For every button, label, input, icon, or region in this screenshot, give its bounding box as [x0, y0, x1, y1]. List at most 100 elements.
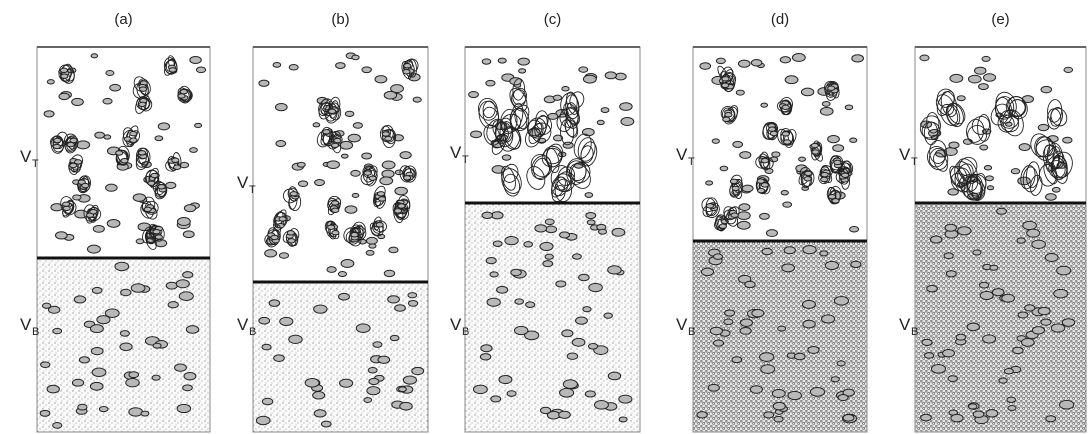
particle — [979, 84, 989, 90]
particle — [313, 123, 320, 127]
particle — [579, 274, 590, 280]
particle — [82, 183, 89, 187]
particle — [799, 157, 806, 161]
particle — [362, 153, 372, 159]
particle — [130, 138, 137, 142]
particle — [388, 296, 400, 303]
particle — [967, 323, 979, 331]
particle — [745, 281, 755, 287]
particle — [375, 76, 387, 83]
particle — [93, 225, 104, 232]
particle — [67, 142, 74, 146]
particle — [572, 338, 585, 346]
zone-label: V — [450, 315, 462, 334]
particle — [821, 177, 828, 181]
particle — [364, 171, 371, 175]
particle — [339, 293, 350, 300]
particle — [837, 361, 845, 366]
particle — [820, 107, 833, 115]
particle — [742, 185, 753, 192]
panel: (c)VTVB — [450, 11, 640, 432]
particle — [110, 84, 121, 91]
particle — [519, 69, 526, 73]
zone-label: V — [237, 173, 249, 192]
particle — [395, 170, 403, 175]
particle — [179, 292, 193, 301]
particle — [487, 298, 500, 306]
particle — [168, 302, 178, 308]
particle — [41, 362, 50, 368]
particle — [725, 310, 735, 316]
particle — [828, 86, 835, 90]
particle — [369, 378, 379, 384]
particle — [1019, 144, 1030, 151]
particle — [144, 207, 151, 211]
particle — [805, 171, 812, 175]
particle — [999, 378, 1007, 383]
particle — [1038, 307, 1050, 314]
particle — [473, 385, 487, 394]
particle — [980, 145, 988, 150]
particle — [288, 239, 295, 243]
particle — [773, 402, 785, 409]
zone-label: V — [450, 143, 462, 162]
particle — [73, 195, 81, 200]
particle — [620, 103, 632, 111]
particle — [586, 212, 596, 218]
particle — [469, 92, 479, 98]
particle — [413, 97, 421, 102]
particle — [845, 105, 853, 110]
particle — [158, 185, 165, 189]
particle — [403, 70, 410, 74]
particle — [190, 148, 198, 153]
top-zone — [253, 47, 428, 282]
particle — [490, 272, 498, 277]
particle — [53, 144, 60, 148]
particle — [722, 83, 729, 87]
particle — [382, 161, 395, 169]
particle — [585, 391, 595, 397]
zone-label: V — [20, 147, 32, 166]
particle — [562, 330, 573, 337]
particle — [1027, 229, 1040, 237]
particle — [408, 293, 417, 298]
particle — [259, 317, 270, 324]
particle — [493, 241, 502, 246]
particle — [739, 204, 750, 211]
particle — [811, 143, 818, 147]
particle — [851, 261, 861, 267]
particle — [140, 87, 147, 91]
particle — [169, 68, 176, 72]
particle — [269, 300, 280, 307]
particle — [1046, 416, 1056, 422]
particle — [313, 392, 325, 399]
particle — [546, 226, 557, 233]
particle — [126, 379, 140, 387]
particle — [951, 414, 963, 422]
particle — [545, 254, 553, 259]
particle — [328, 225, 335, 229]
particle — [553, 95, 561, 100]
particle — [1032, 240, 1046, 248]
particle — [297, 162, 305, 167]
particle — [567, 353, 577, 359]
particle — [579, 67, 588, 72]
particle — [1046, 194, 1057, 201]
particle — [697, 412, 707, 418]
particle — [1017, 238, 1025, 243]
particle — [751, 60, 761, 66]
particle — [765, 168, 773, 173]
particle — [801, 88, 813, 96]
particle — [997, 208, 1007, 214]
particle — [92, 287, 102, 293]
particle — [515, 299, 524, 304]
particle — [802, 300, 815, 308]
panel: (d)VTVB — [676, 11, 867, 432]
particle — [151, 173, 158, 177]
particle — [120, 331, 129, 337]
particle — [560, 388, 574, 397]
particle — [305, 379, 319, 388]
particle — [120, 343, 132, 351]
particle — [772, 152, 780, 157]
